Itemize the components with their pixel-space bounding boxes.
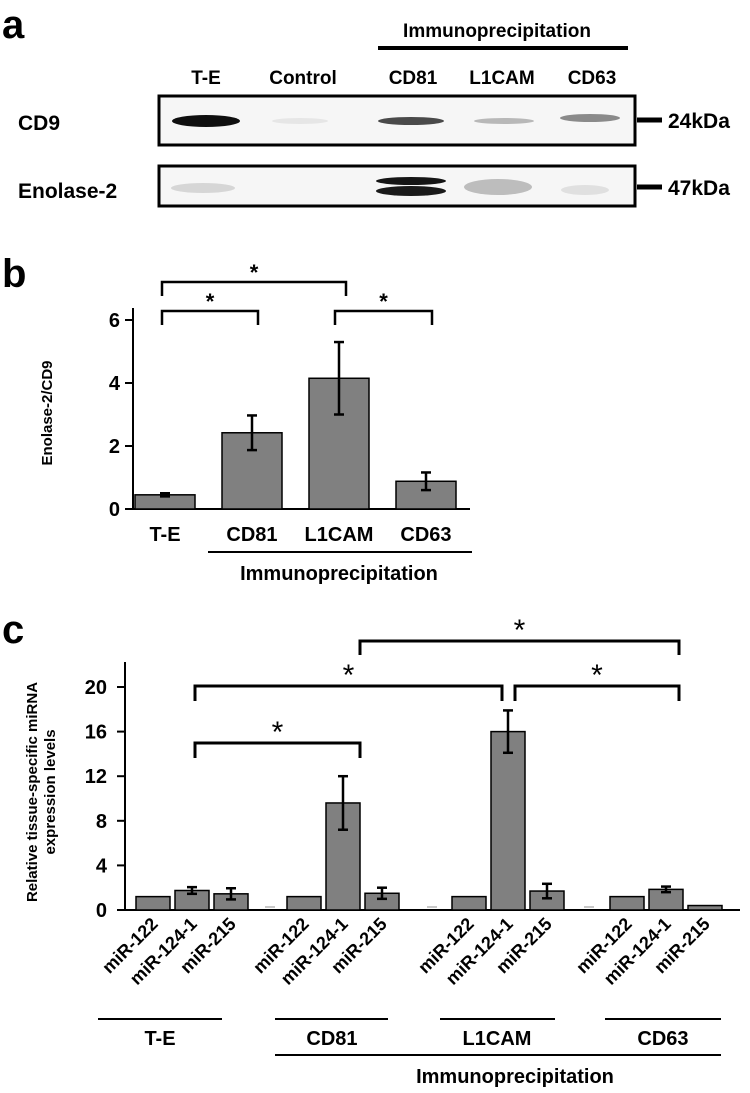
- y-tick-label: 4: [109, 373, 121, 395]
- band: [560, 114, 620, 122]
- lane-label: CD63: [568, 68, 617, 89]
- band: [561, 185, 609, 195]
- lane-label: CD81: [389, 68, 438, 89]
- band: [464, 179, 532, 195]
- x-tick-label: L1CAM: [305, 524, 374, 546]
- y-axis-label: Enolase-2/CD9: [39, 360, 56, 465]
- bar: [451, 895, 487, 911]
- bar: [490, 730, 526, 911]
- significance-bracket: [333, 309, 434, 325]
- bar: [609, 895, 645, 911]
- y-tick-label: 20: [85, 677, 107, 699]
- x-tick-label: CD81: [226, 524, 277, 546]
- significance-marker: *: [250, 260, 259, 285]
- significance-bracket: [160, 309, 260, 325]
- y-tick-label: 0: [96, 900, 107, 922]
- y-tick-label: 8: [96, 811, 107, 833]
- significance-marker: *: [591, 659, 603, 692]
- band: [376, 186, 446, 196]
- chart-b: 0 2 4 6 Enolase-2/CD9 T-E CD81 L1CAM CD63 Immunop…: [39, 260, 472, 585]
- y-tick-label: 16: [85, 722, 107, 744]
- x-group-label: Immunoprecipitation: [240, 563, 438, 585]
- y-tick-label: 6: [109, 310, 120, 332]
- y-tick-label: 2: [109, 436, 120, 458]
- x-group-label: L1CAM: [463, 1028, 532, 1050]
- panel-a-label: a: [2, 3, 25, 47]
- significance-bracket: [513, 684, 681, 701]
- ip-header: Immunoprecipitation: [403, 21, 591, 42]
- x-tick-label: T-E: [149, 524, 180, 546]
- band: [378, 117, 444, 125]
- significance-marker: *: [514, 614, 526, 647]
- significance-marker: *: [343, 659, 355, 692]
- x-group-label: CD63: [637, 1028, 688, 1050]
- lane-label: Control: [269, 68, 337, 89]
- blot-enolase2: [157, 164, 637, 208]
- blot-row-label: Enolase-2: [18, 180, 117, 203]
- band: [172, 115, 240, 127]
- significance-bracket: [193, 684, 504, 701]
- lane-label: L1CAM: [469, 68, 534, 89]
- y-tick-label: 0: [109, 499, 120, 521]
- significance-marker: *: [206, 289, 215, 314]
- x-group-label: T-E: [144, 1028, 175, 1050]
- marker-label: 47kDa: [668, 177, 730, 200]
- band: [171, 183, 235, 193]
- significance-bracket: [358, 639, 681, 655]
- y-tick-label: 4: [96, 855, 108, 877]
- y-axis-label: Relative tissue-specific miRNA: [24, 682, 41, 902]
- lane-label: T-E: [191, 68, 221, 89]
- x-group-label: CD81: [306, 1028, 357, 1050]
- bar: [286, 895, 322, 911]
- y-axis-label: expression levels: [42, 729, 59, 854]
- bar: [687, 904, 723, 911]
- marker-label: 24kDa: [668, 110, 730, 133]
- panel-b-label: b: [2, 252, 26, 296]
- significance-marker: *: [379, 289, 388, 314]
- bar: [135, 895, 171, 911]
- panel-a: a Immunoprecipitation T-E Control CD81 L…: [2, 3, 730, 208]
- panel-c-label: c: [2, 608, 24, 652]
- chart-c: 0 4 8 12 16 20 Relative tissue-specific miRNA e…: [24, 614, 740, 1088]
- y-tick-label: 12: [85, 766, 107, 788]
- x-tick-label: CD63: [400, 524, 451, 546]
- x-supergroup-label: Immunoprecipitation: [416, 1066, 614, 1088]
- band: [272, 118, 328, 124]
- band: [474, 118, 534, 124]
- significance-marker: *: [272, 716, 284, 749]
- band: [376, 177, 446, 185]
- significance-bracket: [160, 280, 348, 296]
- blot-row-label: CD9: [18, 112, 60, 135]
- significance-bracket: [193, 741, 362, 758]
